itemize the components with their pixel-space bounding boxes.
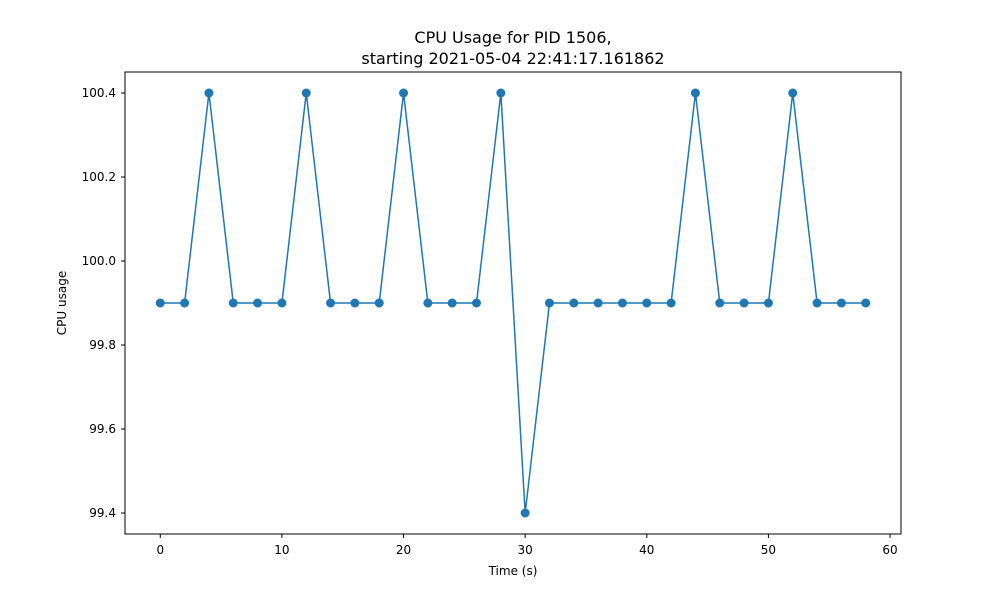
data-point [447, 298, 457, 308]
data-point [204, 88, 214, 98]
x-tick-label: 50 [761, 543, 776, 557]
axes-frame [124, 71, 902, 535]
y-axis-label: CPU usage [55, 271, 69, 335]
chart-title-line1: CPU Usage for PID 1506, [414, 28, 611, 47]
data-point [423, 298, 433, 308]
data-point [715, 298, 725, 308]
data-point [666, 298, 676, 308]
data-point [253, 298, 263, 308]
y-tick-label: 99.6 [89, 422, 116, 436]
data-point [180, 298, 190, 308]
data-point [569, 298, 579, 308]
data-point [788, 88, 798, 98]
data-point [155, 298, 165, 308]
data-point [228, 298, 238, 308]
data-point [301, 88, 311, 98]
data-point [496, 88, 506, 98]
x-tick-label: 0 [156, 543, 164, 557]
data-point [277, 298, 287, 308]
x-tick-label: 40 [639, 543, 654, 557]
y-tick-label: 99.8 [89, 338, 116, 352]
y-tick-label: 99.4 [89, 506, 116, 520]
data-point [472, 298, 482, 308]
data-point [690, 88, 700, 98]
data-point [861, 298, 871, 308]
data-point [544, 298, 554, 308]
data-point [812, 298, 822, 308]
data-point [374, 298, 384, 308]
x-tick-label: 20 [396, 543, 411, 557]
x-tick-label: 30 [518, 543, 533, 557]
data-point [617, 298, 627, 308]
data-point [642, 298, 652, 308]
y-tick-label: 100.0 [82, 254, 116, 268]
data-point [593, 298, 603, 308]
x-axis-label: Time (s) [488, 564, 538, 578]
y-tick-label: 100.2 [82, 170, 116, 184]
x-tick-label: 10 [274, 543, 289, 557]
plot-area: 0 10 20 30 40 50 60 99.4 99.6 99.8 100.0 100.2 100.4 [82, 71, 902, 557]
data-point [350, 298, 360, 308]
data-point [520, 508, 530, 518]
data-point [763, 298, 773, 308]
data-point [836, 298, 846, 308]
x-tick-label: 60 [882, 543, 897, 557]
data-point [399, 88, 409, 98]
chart-title-line2: starting 2021-05-04 22:41:17.161862 [361, 49, 664, 68]
data-point [326, 298, 336, 308]
y-tick-label: 100.4 [82, 86, 116, 100]
data-point [739, 298, 749, 308]
